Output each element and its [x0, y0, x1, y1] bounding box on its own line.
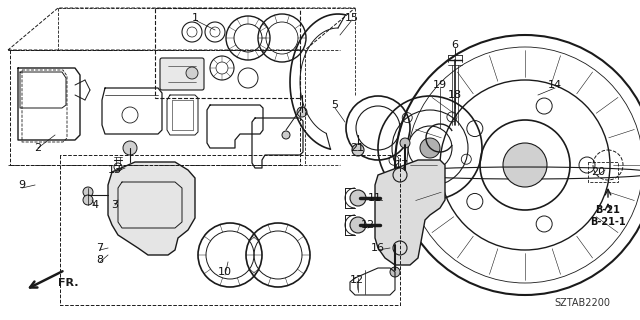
Circle shape [186, 67, 198, 79]
Text: 1: 1 [191, 13, 198, 23]
Text: 13: 13 [108, 165, 122, 175]
Text: FR.: FR. [58, 278, 79, 288]
Text: 21: 21 [350, 143, 364, 153]
Text: 9: 9 [19, 180, 26, 190]
Circle shape [83, 187, 93, 197]
Polygon shape [375, 160, 445, 265]
Text: 17: 17 [395, 160, 409, 170]
Circle shape [350, 190, 366, 206]
Bar [155, 8, 300, 98]
Text: 19: 19 [433, 80, 447, 90]
Text: 3: 3 [111, 200, 118, 210]
Text: 8: 8 [97, 255, 104, 265]
Text: SZTAB2200: SZTAB2200 [554, 298, 610, 308]
Bar [588, 162, 618, 182]
Text: 2: 2 [35, 143, 42, 153]
Circle shape [297, 107, 307, 117]
Circle shape [390, 267, 400, 277]
Text: 12: 12 [350, 275, 364, 285]
Text: 7: 7 [97, 243, 104, 253]
Text: 14: 14 [548, 80, 562, 90]
Circle shape [503, 143, 547, 187]
Text: B-21: B-21 [596, 205, 620, 215]
Text: 16: 16 [371, 243, 385, 253]
Text: 18: 18 [448, 90, 462, 100]
Circle shape [420, 138, 440, 158]
Text: 20: 20 [591, 167, 605, 177]
Text: 10: 10 [218, 267, 232, 277]
Text: 15: 15 [345, 13, 359, 23]
Circle shape [350, 217, 366, 233]
Circle shape [83, 195, 93, 205]
Text: 6: 6 [451, 40, 458, 50]
Circle shape [282, 131, 290, 139]
Circle shape [123, 141, 137, 155]
Text: 4: 4 [92, 200, 99, 210]
Circle shape [352, 144, 364, 156]
Text: 5: 5 [332, 100, 339, 110]
Text: B-21-1: B-21-1 [590, 217, 626, 227]
Text: 11: 11 [368, 193, 382, 203]
Polygon shape [108, 162, 195, 255]
FancyBboxPatch shape [160, 58, 204, 90]
Text: 12: 12 [361, 220, 375, 230]
Circle shape [400, 138, 410, 148]
